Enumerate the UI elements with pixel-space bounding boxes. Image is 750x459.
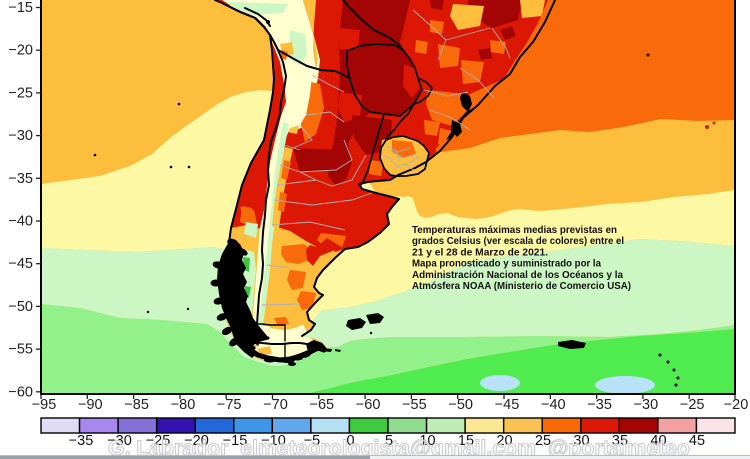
svg-text:−25: −25 bbox=[8, 85, 33, 101]
svg-text:15: 15 bbox=[458, 433, 474, 449]
svg-text:−35: −35 bbox=[587, 397, 612, 413]
svg-text:−85: −85 bbox=[124, 397, 149, 413]
svg-text:−10: −10 bbox=[261, 433, 286, 449]
svg-text:−95: −95 bbox=[32, 397, 57, 413]
svg-text:Temperaturas máximas medias pr: Temperaturas máximas medias previstas en bbox=[412, 225, 617, 236]
svg-text:Atmósfera NOAA (Ministerio de: Atmósfera NOAA (Ministerio de Comercio U… bbox=[412, 281, 631, 292]
svg-text:−80: −80 bbox=[171, 397, 196, 413]
svg-text:10: 10 bbox=[419, 433, 435, 449]
svg-text:5: 5 bbox=[385, 433, 393, 449]
svg-text:−55: −55 bbox=[8, 342, 33, 358]
svg-text:grados Celsius (ver escala de: grados Celsius (ver escala de colores) e… bbox=[412, 236, 624, 247]
svg-text:20: 20 bbox=[496, 433, 512, 449]
svg-text:−60: −60 bbox=[8, 384, 33, 400]
svg-text:−20: −20 bbox=[724, 397, 749, 413]
svg-text:−30: −30 bbox=[634, 397, 659, 413]
svg-text:−30: −30 bbox=[8, 128, 33, 144]
svg-text:25: 25 bbox=[535, 433, 551, 449]
svg-text:−20: −20 bbox=[184, 433, 209, 449]
svg-text:−15: −15 bbox=[223, 433, 248, 449]
svg-text:−30: −30 bbox=[107, 433, 132, 449]
svg-text:−65: −65 bbox=[309, 397, 334, 413]
svg-text:−15: −15 bbox=[8, 0, 33, 16]
svg-text:−55: −55 bbox=[402, 397, 427, 413]
svg-text:G. Labrador elmeteorologista@: G. Labrador elmeteorologista@gmail.com @… bbox=[108, 437, 690, 459]
svg-text:21 y el 28 de Marzo de 2021.: 21 y el 28 de Marzo de 2021. bbox=[412, 247, 548, 258]
svg-text:30: 30 bbox=[573, 433, 589, 449]
svg-text:−5: −5 bbox=[304, 433, 321, 449]
svg-text:Mapa pronosticado y suministra: Mapa pronosticado y suministrado por la bbox=[412, 259, 601, 270]
svg-text:−50: −50 bbox=[448, 397, 473, 413]
svg-text:Administración Nacional de los: Administración Nacional de los Océanos y… bbox=[412, 270, 623, 281]
svg-text:45: 45 bbox=[689, 433, 705, 449]
svg-text:−45: −45 bbox=[495, 397, 520, 413]
svg-text:−35: −35 bbox=[8, 171, 33, 187]
svg-text:−25: −25 bbox=[680, 397, 705, 413]
svg-text:−20: −20 bbox=[8, 43, 33, 59]
svg-text:−25: −25 bbox=[146, 433, 171, 449]
svg-text:35: 35 bbox=[612, 433, 628, 449]
svg-text:−90: −90 bbox=[78, 397, 103, 413]
svg-text:−45: −45 bbox=[8, 256, 33, 272]
svg-text:−35: −35 bbox=[69, 433, 94, 449]
svg-text:−40: −40 bbox=[8, 214, 33, 230]
svg-text:−60: −60 bbox=[356, 397, 381, 413]
svg-text:−75: −75 bbox=[217, 397, 242, 413]
svg-text:0: 0 bbox=[346, 433, 354, 449]
svg-text:−50: −50 bbox=[8, 299, 33, 315]
svg-text:40: 40 bbox=[650, 433, 666, 449]
svg-text:−40: −40 bbox=[541, 397, 566, 413]
svg-text:−70: −70 bbox=[263, 397, 288, 413]
